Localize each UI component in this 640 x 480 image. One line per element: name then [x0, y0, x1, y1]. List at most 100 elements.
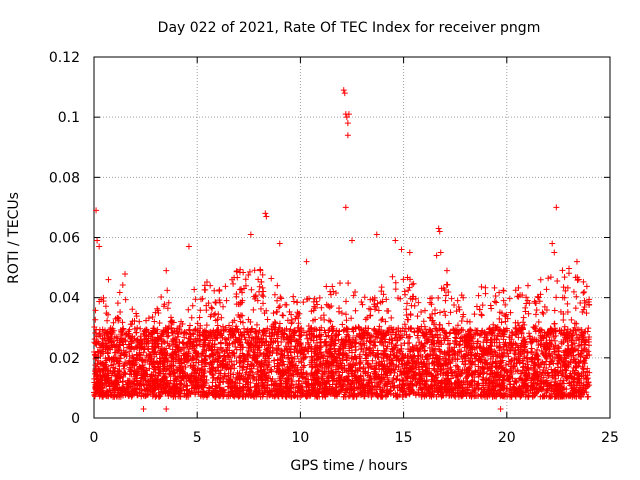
data-point	[434, 355, 441, 362]
data-point	[398, 342, 405, 349]
data-point	[199, 295, 206, 302]
data-point	[226, 322, 233, 329]
data-point	[138, 366, 145, 373]
data-point	[255, 276, 262, 283]
data-point	[113, 335, 120, 342]
data-point	[578, 350, 585, 357]
data-point	[316, 294, 323, 301]
data-point	[164, 287, 171, 294]
data-point	[406, 284, 413, 291]
data-point	[500, 346, 507, 353]
data-point	[249, 361, 256, 368]
data-point	[225, 389, 232, 396]
data-point	[410, 280, 417, 287]
data-point	[429, 317, 436, 324]
data-point	[116, 368, 123, 375]
data-point	[211, 287, 218, 294]
data-point	[444, 365, 451, 372]
data-point	[216, 297, 223, 304]
data-point	[153, 392, 160, 399]
data-point	[94, 348, 101, 355]
data-point	[463, 386, 470, 393]
data-point	[117, 308, 124, 315]
data-point	[397, 334, 404, 341]
data-point	[543, 377, 550, 384]
data-point	[506, 381, 513, 388]
data-point	[532, 311, 539, 318]
data-point	[229, 319, 236, 326]
data-point	[400, 276, 407, 283]
data-point	[463, 373, 470, 380]
data-point	[458, 318, 465, 325]
data-point	[408, 302, 415, 309]
data-point	[409, 281, 416, 288]
data-point	[277, 294, 284, 301]
data-point	[537, 276, 544, 283]
data-point	[403, 306, 410, 313]
data-point	[325, 361, 332, 368]
data-point	[260, 293, 267, 300]
data-point	[104, 317, 111, 324]
data-point	[343, 317, 350, 324]
data-point	[480, 339, 487, 346]
data-point	[307, 337, 314, 344]
data-point	[585, 379, 592, 386]
data-point	[496, 339, 503, 346]
data-point	[581, 303, 588, 310]
data-point	[512, 385, 519, 392]
data-point	[530, 370, 537, 377]
data-point	[577, 299, 584, 306]
data-point	[511, 347, 518, 354]
data-point	[183, 358, 190, 365]
data-point	[506, 387, 513, 394]
data-point	[405, 287, 412, 294]
data-point	[500, 287, 507, 294]
data-point	[466, 318, 473, 325]
data-point	[152, 372, 159, 379]
data-point	[268, 335, 275, 342]
data-point	[145, 315, 152, 322]
data-point	[475, 358, 482, 365]
data-point	[507, 366, 514, 373]
data-point	[551, 320, 558, 327]
data-point	[405, 316, 412, 323]
data-point	[572, 305, 579, 312]
data-point	[205, 384, 212, 391]
data-point	[383, 296, 390, 303]
data-point	[181, 381, 188, 388]
data-point	[133, 313, 140, 320]
data-point	[520, 314, 527, 321]
data-point	[534, 352, 541, 359]
data-point	[541, 303, 548, 310]
data-point	[570, 364, 577, 371]
data-point	[456, 306, 463, 313]
data-point	[551, 349, 558, 356]
data-point	[404, 373, 411, 380]
data-point	[238, 286, 245, 293]
data-point	[181, 334, 188, 341]
data-point	[388, 365, 395, 372]
data-point	[496, 376, 503, 383]
data-point	[569, 341, 576, 348]
data-point	[221, 327, 228, 334]
data-point	[418, 308, 425, 315]
data-point	[280, 312, 287, 319]
data-point	[195, 338, 202, 345]
data-point	[256, 283, 263, 290]
data-point	[421, 307, 428, 314]
data-point	[570, 288, 577, 295]
data-point	[473, 303, 480, 310]
data-point	[369, 357, 376, 364]
data-point	[357, 389, 364, 396]
data-point	[471, 311, 478, 318]
data-point	[281, 327, 288, 334]
data-point	[164, 333, 171, 340]
data-point	[537, 378, 544, 384]
data-point	[91, 324, 98, 331]
data-point	[491, 378, 498, 385]
data-point	[459, 338, 466, 345]
data-point	[118, 329, 125, 336]
data-point	[215, 355, 222, 362]
data-point	[338, 310, 345, 317]
data-point	[143, 341, 150, 348]
